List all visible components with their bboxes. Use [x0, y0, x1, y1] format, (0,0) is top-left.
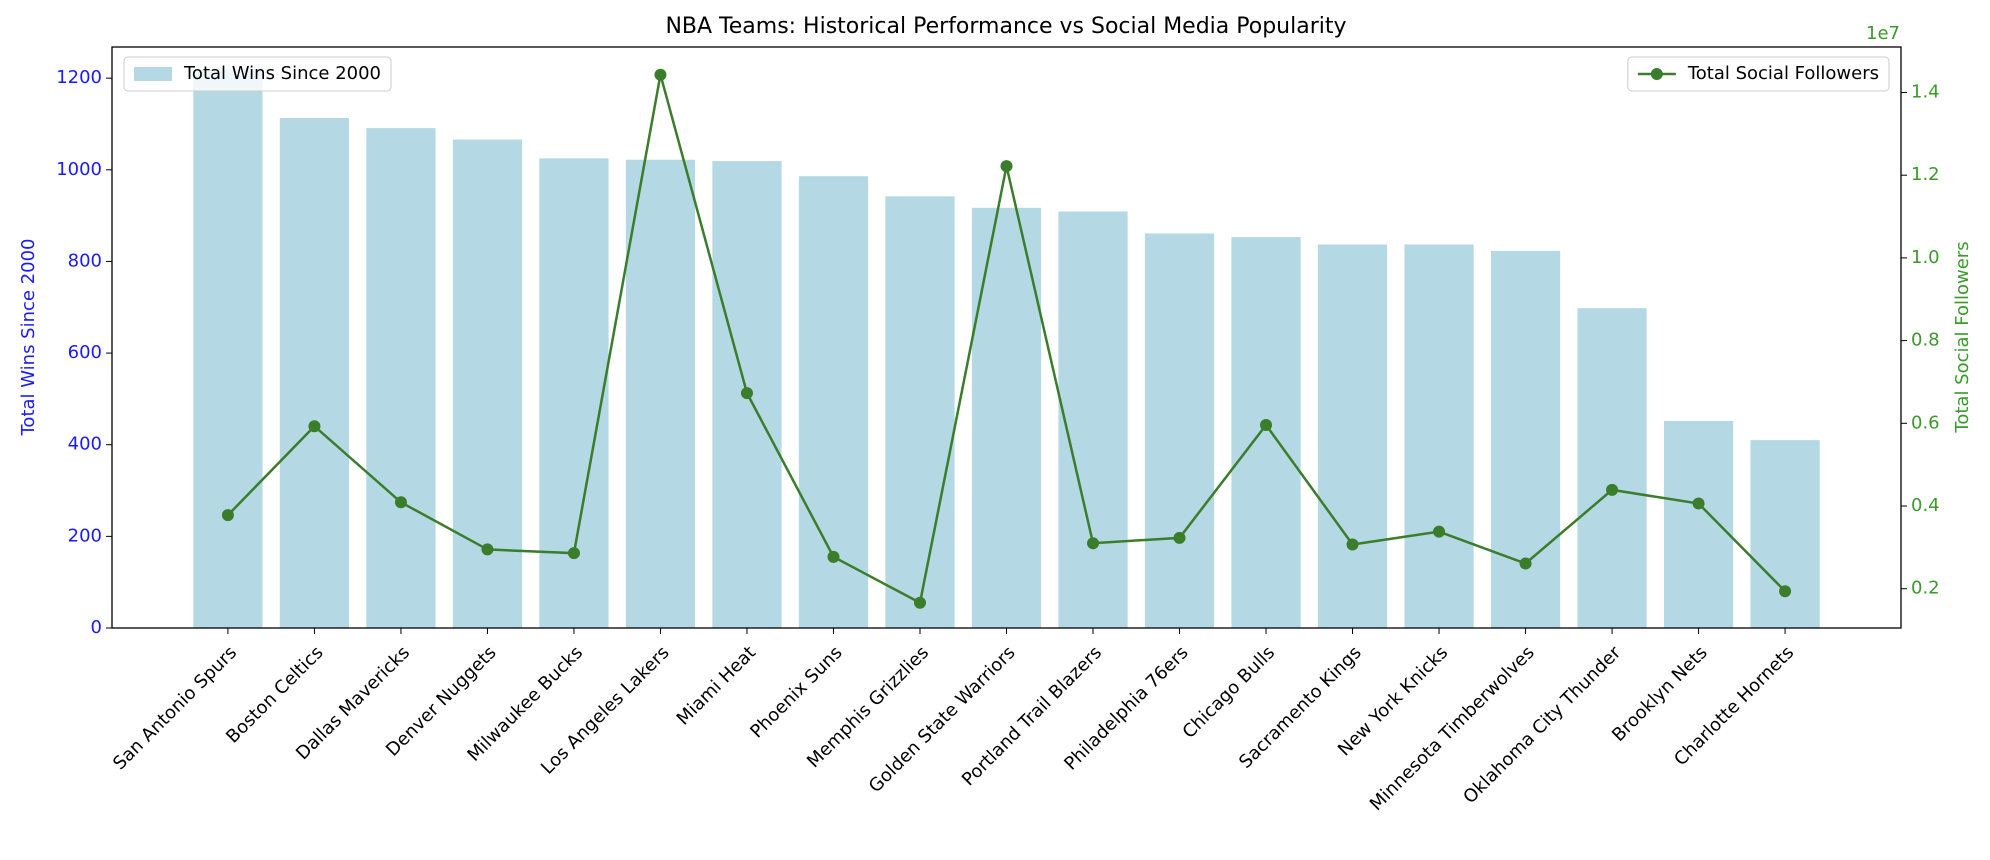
marker: [1779, 585, 1792, 598]
bar: [366, 128, 436, 628]
y-tick-label: 600: [68, 342, 102, 363]
bar: [1404, 244, 1474, 628]
x-tick-label: Golden State Warriors: [865, 642, 1020, 797]
marker: [221, 509, 234, 522]
marker: [481, 543, 494, 556]
bar: [1317, 244, 1388, 628]
y-tick-label: 0: [91, 617, 102, 638]
bar: [279, 118, 350, 628]
marker: [1692, 497, 1705, 510]
y-tick-label: 200: [68, 525, 102, 546]
marker: [1606, 483, 1619, 496]
bar: [885, 196, 955, 628]
y-tick-label: 400: [68, 434, 102, 455]
bar: [1750, 440, 1820, 628]
marker: [827, 550, 840, 563]
y2-tick-label: 1.0: [1911, 247, 1940, 268]
bar: [1058, 211, 1128, 628]
marker: [1260, 418, 1273, 431]
marker: [567, 547, 580, 560]
y2-tick-label: 0.2: [1911, 578, 1940, 599]
x-tick-label: Minnesota Timberwolves: [1366, 642, 1539, 815]
marker: [1173, 531, 1186, 544]
chart-title: NBA Teams: Historical Performance vs Soc…: [665, 14, 1346, 39]
marker: [1087, 537, 1100, 550]
legend-swatch: [134, 67, 172, 81]
y2-tick-label: 1.2: [1911, 164, 1940, 185]
y-tick-label: 800: [68, 250, 102, 271]
marker: [1519, 557, 1532, 570]
marker: [654, 68, 667, 81]
y-tick-label: 1000: [56, 159, 102, 180]
legend-box: [123, 56, 392, 92]
x-tick-label: Portland Trail Blazers: [958, 642, 1106, 790]
legend-label: Total Wins Since 2000: [183, 63, 381, 84]
marker: [1433, 525, 1446, 538]
bar: [1144, 233, 1215, 629]
marker: [913, 596, 926, 609]
marker: [1000, 160, 1013, 173]
y2-tick-label: 0.8: [1911, 330, 1940, 351]
bar: [625, 159, 696, 629]
marker: [308, 420, 321, 433]
x-tick-label: Miami Heat: [673, 642, 760, 729]
bar: [1663, 420, 1734, 628]
legend-label: Total Social Followers: [1687, 63, 1879, 84]
x-tick-label: Phoenix Suns: [746, 642, 846, 742]
bar: [1577, 308, 1647, 628]
y2-tick-label: 1.4: [1911, 81, 1940, 102]
bar: [1231, 237, 1301, 628]
legend: Total Wins Since 2000: [123, 56, 392, 92]
y-axis-label: Total Wins Since 2000: [18, 238, 39, 436]
marker: [740, 387, 753, 400]
bar: [193, 69, 263, 628]
x-tick-label: San Antonio Spurs: [109, 642, 241, 774]
y-tick-label: 1200: [56, 67, 102, 88]
bar: [1490, 250, 1561, 628]
y2-tick-label: 0.4: [1911, 495, 1940, 516]
marker: [394, 496, 407, 509]
marker: [1346, 538, 1359, 551]
legend-box: [1627, 56, 1890, 92]
y2-axis-label: Total Social Followers: [1952, 241, 1973, 433]
y2-offset-label: 1e7: [1866, 23, 1900, 44]
legend: Total Social Followers: [1627, 56, 1890, 92]
x-tick-label: Oklahoma City Thunder: [1459, 642, 1625, 808]
y2-tick-label: 0.6: [1911, 412, 1940, 433]
legend-marker: [1650, 68, 1663, 80]
